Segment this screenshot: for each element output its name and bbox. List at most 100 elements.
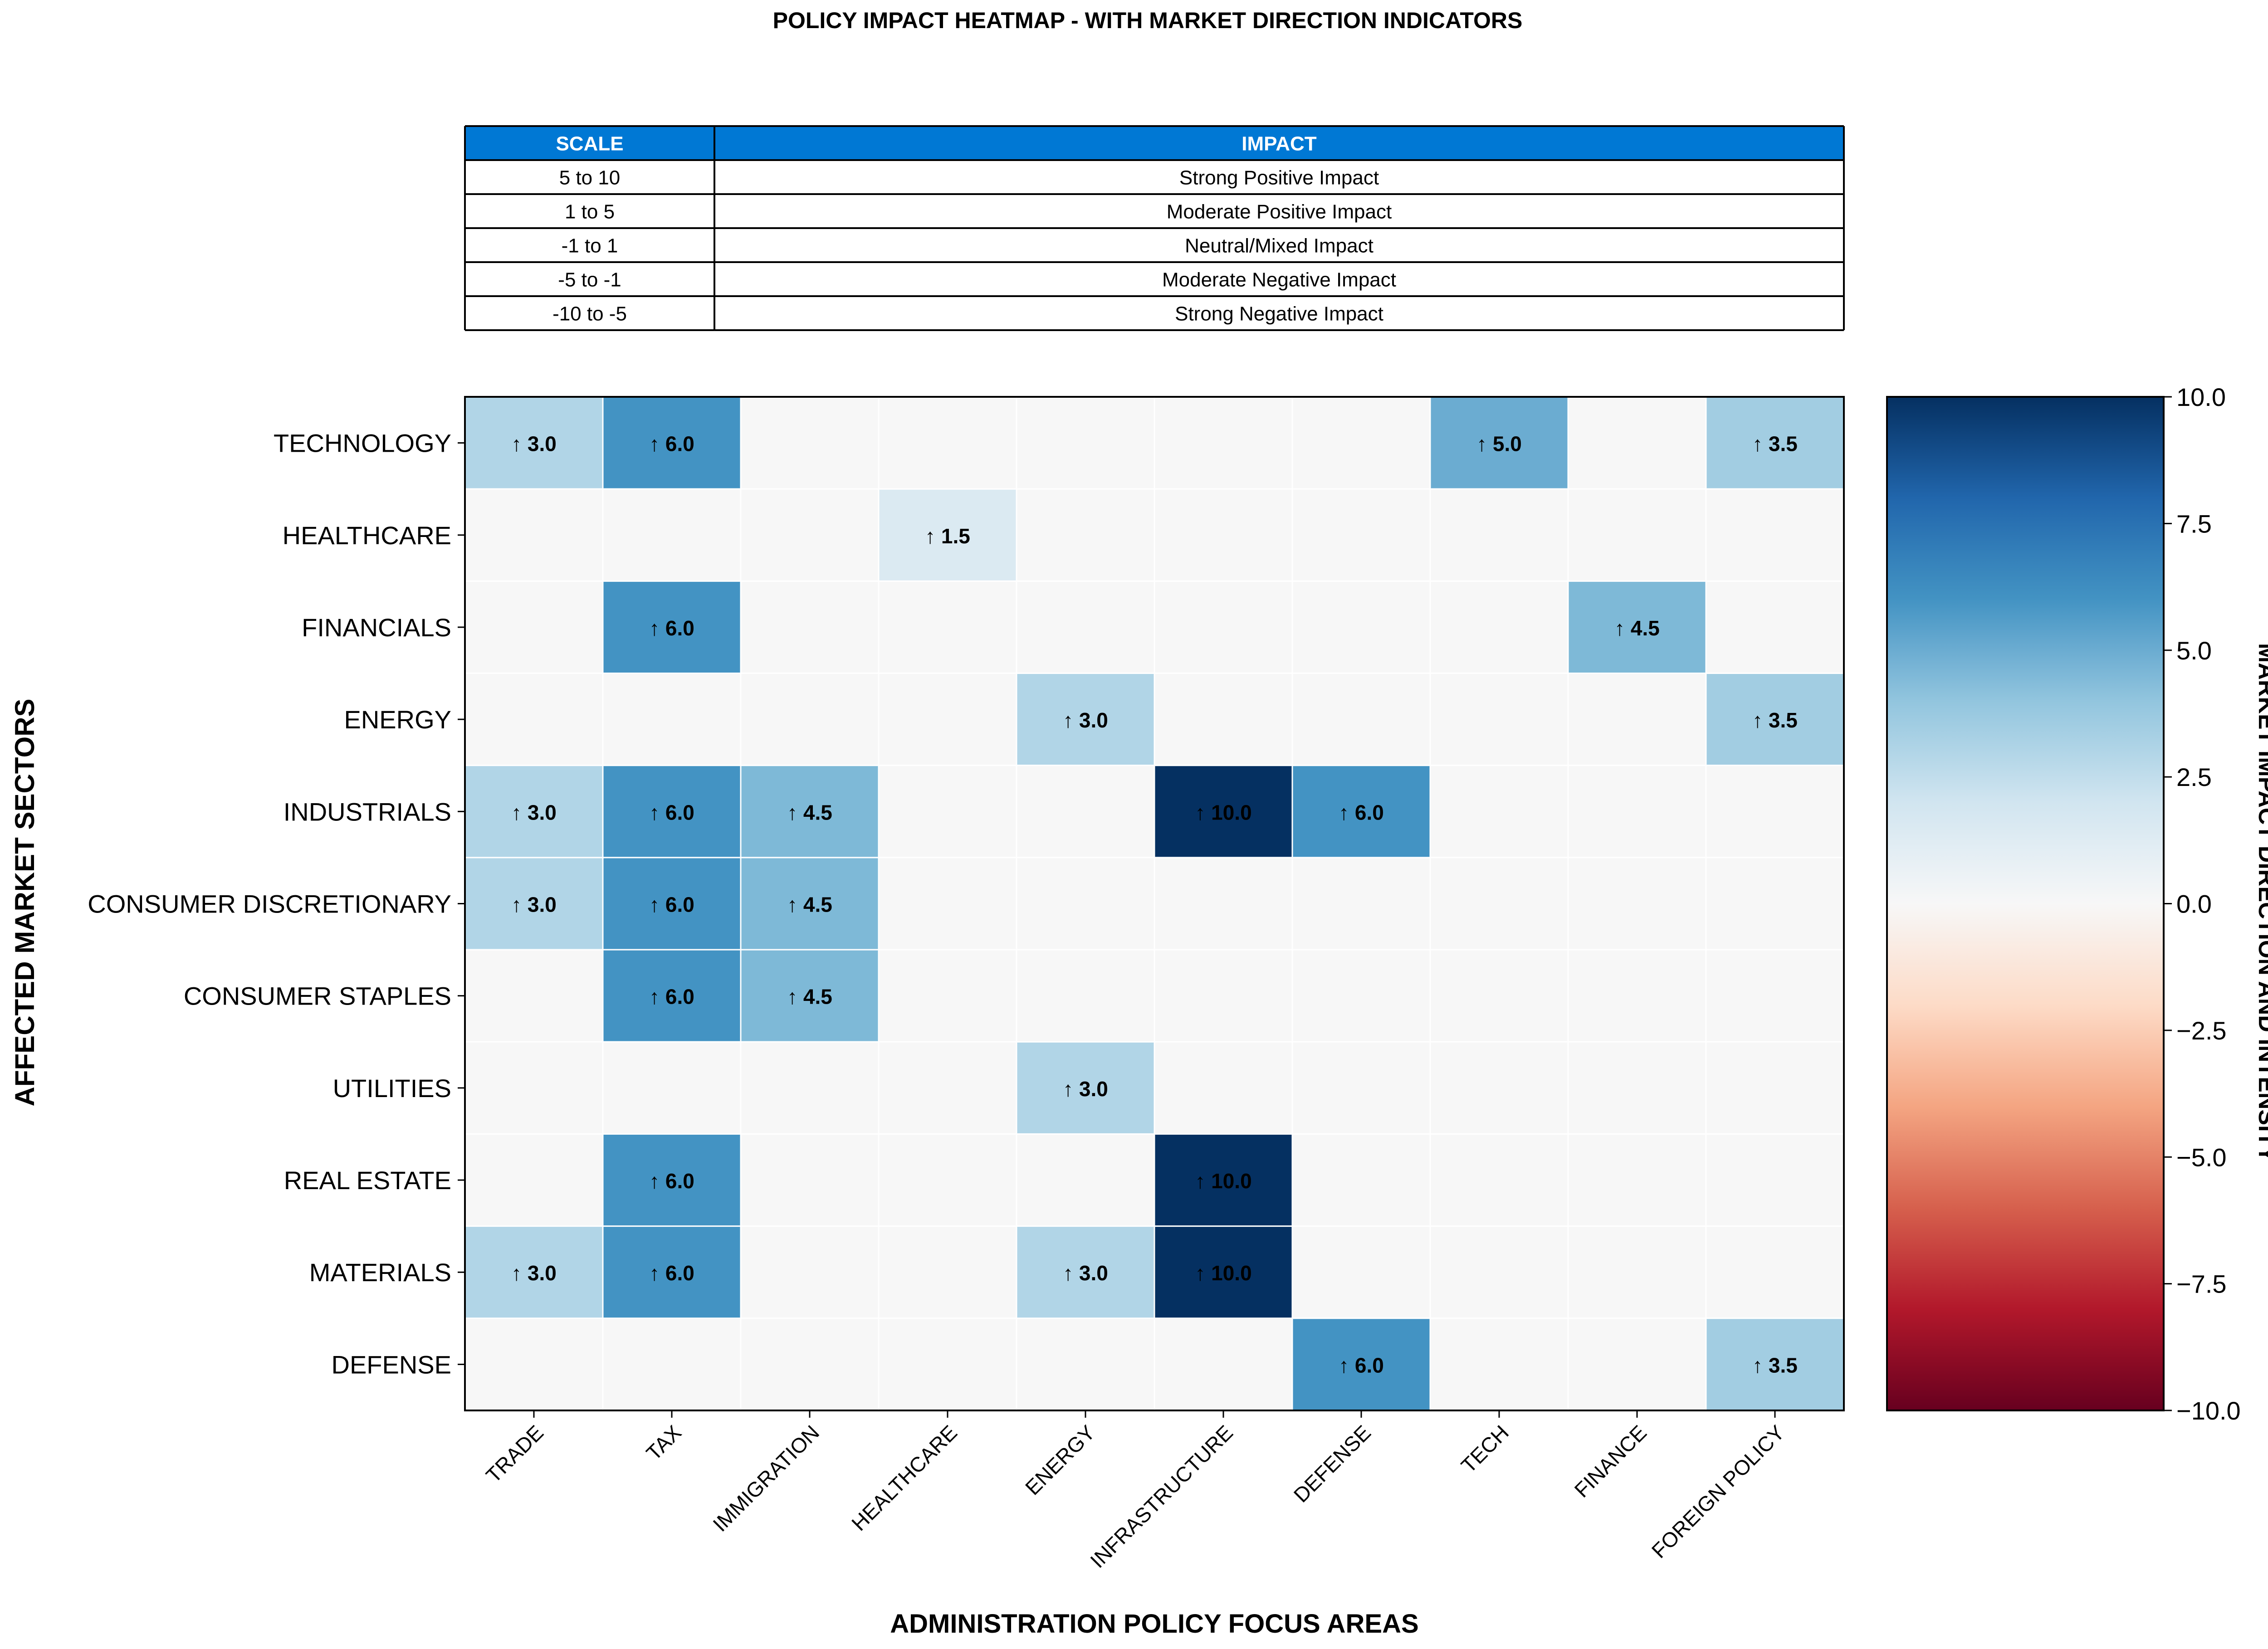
heatmap-cell-industrials-healthcare (878, 765, 1017, 859)
heatmap-cell-materials-defense (1291, 1225, 1431, 1319)
heatmap-cell-defense-trade (464, 1317, 604, 1411)
heatmap-cell-defense-energy (1016, 1317, 1155, 1411)
table-header-background (465, 126, 1844, 160)
heatmap-cell-financials-immigration (740, 580, 880, 674)
cell-value-label: ↑ 4.5 (787, 893, 832, 917)
heatmap-cell-technology-energy (1016, 396, 1155, 490)
cell-value-label: ↑ 6.0 (649, 616, 694, 640)
x-tick-label: TECH (1457, 1420, 1513, 1477)
y-tick-label: MATERIALS (309, 1258, 451, 1287)
table-cell-impact: Strong Positive Impact (1179, 167, 1379, 189)
colorbar-tick-label: 2.5 (2176, 763, 2212, 791)
heatmap-cell-energy-tax (602, 673, 742, 766)
heatmap-cell-defense-infrastructure (1154, 1317, 1293, 1411)
heatmap-cell-consumer-discretionary-healthcare (878, 857, 1017, 951)
heatmap-cell-real-estate-finance (1567, 1133, 1707, 1227)
cell-value-label: ↑ 3.5 (1752, 708, 1798, 732)
cell-value-label: ↑ 3.0 (511, 432, 557, 456)
heatmap-cell-financials-energy (1016, 580, 1155, 674)
heatmap-cell-consumer-staples-finance (1567, 949, 1707, 1043)
cell-value-label: ↑ 6.0 (1339, 1353, 1384, 1377)
table-row-background (465, 296, 1844, 330)
colorbar: 10.0 7.5 5.0 2.5 0.0 −2.5 −5.0 −7.5 −10.0 (1886, 383, 2241, 1425)
heatmap-cell-defense-foreign-policy (1705, 1317, 1845, 1411)
heatmap-cell-healthcare-healthcare (878, 488, 1017, 582)
heatmap-cell-consumer-staples-tech (1429, 949, 1569, 1043)
heatmap-cell-consumer-discretionary-energy (1016, 857, 1155, 951)
cell-value-label: ↑ 10.0 (1195, 800, 1251, 824)
heatmap-cell-utilities-infrastructure (1154, 1041, 1293, 1135)
x-tick-label: INFRASTRUCTURE (1085, 1420, 1237, 1572)
heatmap-cell-materials-energy (1016, 1225, 1155, 1319)
heatmap-cell-consumer-staples-immigration (740, 949, 880, 1043)
cell-value-label: ↑ 3.0 (1063, 1077, 1108, 1101)
table-cell-impact: Moderate Positive Impact (1167, 201, 1392, 223)
table-header-scale: SCALE (556, 133, 623, 155)
heatmap-cell-consumer-staples-infrastructure (1154, 949, 1293, 1043)
heatmap-cell-real-estate-tax (602, 1133, 742, 1227)
heatmap-cell-energy-foreign-policy (1705, 673, 1845, 766)
heatmap-cell-healthcare-defense (1291, 488, 1431, 582)
heatmap-cell-consumer-discretionary-defense (1291, 857, 1431, 951)
heatmap-cell-utilities-tech (1429, 1041, 1569, 1135)
y-tick-label: INDUSTRIALS (284, 797, 451, 826)
heatmap-cell-financials-defense (1291, 580, 1431, 674)
heatmap-cell-technology-foreign-policy (1705, 396, 1845, 490)
heatmap-cell-energy-finance (1567, 673, 1707, 766)
heatmap-cell-real-estate-immigration (740, 1133, 880, 1227)
heatmap-cell-utilities-foreign-policy (1705, 1041, 1845, 1135)
cell-value-label: ↑ 6.0 (649, 985, 694, 1009)
x-tick-label: HEALTHCARE (847, 1420, 962, 1535)
heatmap-cell-real-estate-energy (1016, 1133, 1155, 1227)
table-cell-scale: 5 to 10 (559, 167, 621, 189)
heatmap-cell-technology-infrastructure (1154, 396, 1293, 490)
heatmap-cell-utilities-finance (1567, 1041, 1707, 1135)
heatmap-cell-financials-tech (1429, 580, 1569, 674)
table-row-background (465, 228, 1844, 262)
table-cell-impact: Strong Negative Impact (1175, 303, 1383, 325)
heatmap-cell-financials-tax (602, 580, 742, 674)
y-tick-label: FINANCIALS (302, 613, 451, 642)
heatmap-cell-industrials-tax (602, 765, 742, 859)
heatmap-cell-healthcare-trade (464, 488, 604, 582)
heatmap-cell-energy-energy (1016, 673, 1155, 766)
heatmap-cell-technology-defense (1291, 396, 1431, 490)
heatmap-cell-consumer-discretionary-foreign-policy (1705, 857, 1845, 951)
table-cell-scale: 1 to 5 (565, 201, 615, 223)
y-tick-label: REAL ESTATE (284, 1166, 451, 1195)
heatmap-cell-technology-immigration (740, 396, 880, 490)
table-row-background (465, 160, 1844, 194)
cell-value-label: ↑ 3.0 (511, 1261, 557, 1285)
cell-value-label: ↑ 10.0 (1195, 1169, 1251, 1193)
heatmap-cell-technology-healthcare (878, 396, 1017, 490)
heatmap-cell-energy-defense (1291, 673, 1431, 766)
cell-value-label: ↑ 3.5 (1752, 1353, 1798, 1377)
colorbar-label: MARKET IMPACT DIRECTION AND INTENSITY (2253, 643, 2268, 1162)
heatmap-cell-industrials-immigration (740, 765, 880, 859)
cell-value-label: ↑ 4.5 (1614, 616, 1660, 640)
scale-legend-table: SCALE IMPACT 5 to 10 Strong Positive Impact… (464, 125, 1845, 331)
heatmap-cell-consumer-discretionary-tech (1429, 857, 1569, 951)
heatmap-cell-materials-immigration (740, 1225, 880, 1319)
colorbar-gradient (1886, 396, 2165, 1411)
cell-value-label: ↑ 3.0 (1063, 1261, 1108, 1285)
colorbar-tick-label: 5.0 (2176, 636, 2212, 665)
y-tick-label: HEALTHCARE (283, 521, 451, 550)
heatmap-cell-consumer-staples-energy (1016, 949, 1155, 1043)
table-row-background (465, 262, 1844, 296)
x-tick-label: FINANCE (1570, 1420, 1652, 1502)
heatmap-cell-healthcare-tax (602, 488, 742, 582)
y-tick-label: CONSUMER STAPLES (184, 982, 451, 1010)
table-cell-impact: Moderate Negative Impact (1162, 269, 1396, 291)
heatmap-cell-industrials-energy (1016, 765, 1155, 859)
heatmap-cell-healthcare-energy (1016, 488, 1155, 582)
heatmap-cell-defense-healthcare (878, 1317, 1017, 1411)
heatmap-cell-industrials-trade (464, 765, 604, 859)
heatmap-cell-utilities-defense (1291, 1041, 1431, 1135)
heatmap-cell-defense-tax (602, 1317, 742, 1411)
heatmap-cell-materials-healthcare (878, 1225, 1017, 1319)
cell-value-label: ↑ 3.0 (511, 893, 557, 917)
table-cell-scale: -1 to 1 (562, 235, 618, 257)
colorbar-tick-label: −2.5 (2176, 1016, 2227, 1045)
cell-value-label: ↑ 6.0 (649, 893, 694, 917)
